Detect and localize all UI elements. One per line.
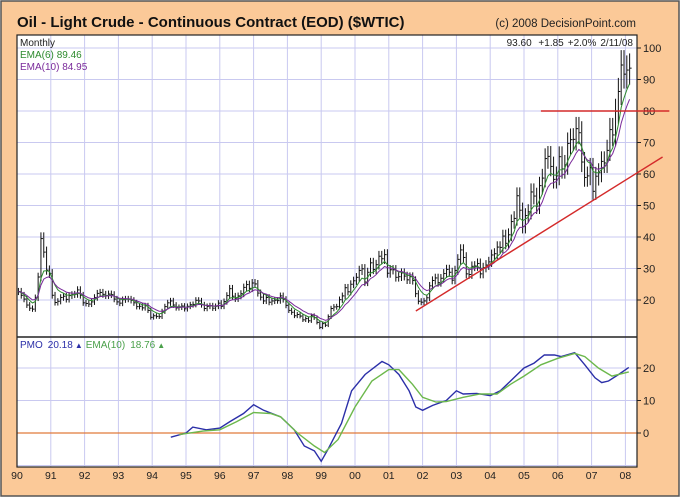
pmo-legend-name: PMO — [20, 340, 43, 351]
copyright: (c) 2008 DecisionPoint.com — [495, 18, 636, 30]
chart-title: Oil - Light Crude - Continuous Contract … — [17, 14, 404, 31]
x-tick-label: 91 — [45, 470, 57, 482]
x-tick-label: 01 — [383, 470, 395, 482]
pmo-y-tick-label: 10 — [643, 396, 655, 408]
x-tick-label: 07 — [586, 470, 598, 482]
pmo-ema-legend-value: 18.76 — [130, 340, 155, 351]
quote-readout: 93.60 +1.85 +2.0% 2/11/08 — [507, 38, 634, 49]
ema6-legend: EMA(6) 89.46 — [20, 50, 82, 61]
price-y-tick-label: 90 — [643, 75, 655, 87]
pmo-ema-legend-name: EMA(10) — [86, 340, 125, 351]
price-y-tick-label: 70 — [643, 138, 655, 150]
svg-text:EMA(6) 89.46: EMA(6) 89.46 — [20, 50, 82, 61]
period-label: Monthly — [20, 38, 55, 49]
ema6-line — [18, 83, 631, 324]
x-tick-label: 06 — [552, 470, 564, 482]
x-tick-label: 00 — [349, 470, 361, 482]
x-tick-label: 96 — [214, 470, 226, 482]
ema6-legend-value: 89.46 — [57, 50, 82, 61]
ema10-legend-name: EMA(10) — [20, 62, 59, 73]
x-tick-label: 99 — [315, 470, 327, 482]
ema10-line — [18, 99, 631, 321]
pmo-up-arrow-icon: ▲ — [75, 341, 83, 350]
x-tick-label: 98 — [282, 470, 294, 482]
plot-border — [16, 34, 638, 468]
svg-text:EMA(10) 84.95: EMA(10) 84.95 — [20, 62, 88, 73]
x-tick-label: 94 — [146, 470, 158, 482]
quote-change: +1.85 — [538, 38, 564, 49]
price-y-tick-label: 50 — [643, 201, 655, 213]
x-tick-label: 08 — [620, 470, 632, 482]
x-tick-label: 03 — [451, 470, 463, 482]
x-tick-label: 97 — [248, 470, 260, 482]
x-tick-label: 90 — [11, 470, 23, 482]
pmo-ema-up-arrow-icon: ▲ — [157, 341, 165, 350]
x-tick-label: 04 — [484, 470, 496, 482]
x-tick-label: 02 — [417, 470, 429, 482]
price-y-tick-label: 60 — [643, 169, 655, 181]
x-tick-label: 92 — [79, 470, 91, 482]
ema10-legend: EMA(10) 84.95 — [20, 62, 88, 73]
price-y-tick-label: 30 — [643, 264, 655, 276]
price-y-tick-label: 20 — [643, 295, 655, 307]
x-tick-label: 93 — [113, 470, 125, 482]
pmo-y-tick-label: 20 — [643, 363, 655, 375]
quote-last: 93.60 — [507, 38, 532, 49]
trendline-uptrend — [415, 156, 663, 312]
price-y-tick-label: 80 — [643, 106, 655, 118]
pmo-line — [170, 351, 630, 463]
pmo-y-tick-label: 0 — [643, 428, 649, 440]
ema10-legend-value: 84.95 — [62, 62, 87, 73]
price-y-tick-label: 40 — [643, 232, 655, 244]
pmo-ema-line — [179, 352, 629, 454]
pmo-legend-value: 20.18 — [48, 340, 73, 351]
x-tick-label: 05 — [518, 470, 530, 482]
quote-pct: +2.0% — [568, 38, 597, 49]
pmo-legend: PMO 20.18 ▲ EMA(10) 18.76 ▲ — [20, 340, 165, 351]
pmo-panel — [17, 337, 637, 467]
quote-date: 2/11/08 — [600, 38, 633, 49]
ema6-legend-name: EMA(6) — [20, 50, 54, 61]
x-tick-label: 95 — [180, 470, 192, 482]
price-y-tick-label: 100 — [643, 43, 661, 55]
